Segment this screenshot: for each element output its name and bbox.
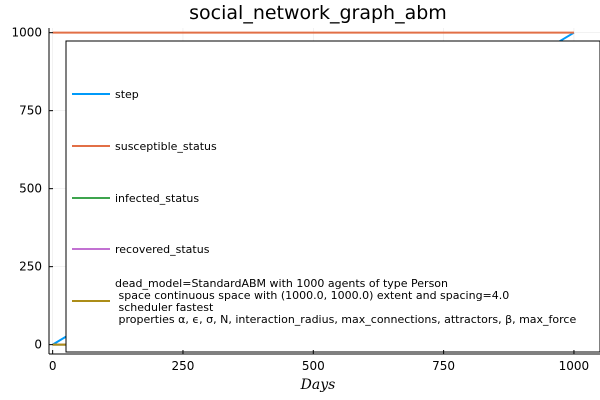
x-tick-label: 0 [49, 359, 57, 373]
legend-label-3: recovered_status [115, 243, 210, 256]
chart-title: social_network_graph_abm [189, 2, 447, 24]
x-tick-label: 1000 [559, 359, 590, 373]
y-tick-label: 500 [19, 182, 42, 196]
axes [48, 28, 600, 355]
y-tick-label: 0 [34, 338, 42, 352]
x-tick-label: 250 [172, 359, 195, 373]
y-tick-label: 1000 [11, 26, 42, 40]
x-tick-label: 750 [432, 359, 455, 373]
y-tick-label: 750 [19, 104, 42, 118]
legend-label-4: dead_model=StandardABM with 1000 agents … [115, 277, 576, 326]
tick-labels: 0 250 500 750 1000 0 250 500 750 1000 [11, 26, 589, 373]
legend-label-2: infected_status [115, 192, 199, 205]
legend-box [65, 40, 600, 353]
legend-label-0: step [115, 88, 139, 101]
legend-label-1: susceptible_status [115, 140, 217, 153]
y-tick-label: 250 [19, 260, 42, 274]
legend: step susceptible_status infected_statusrec… [72, 88, 576, 326]
x-tick-label: 500 [302, 359, 325, 373]
x-axis-label: Days [300, 377, 336, 393]
